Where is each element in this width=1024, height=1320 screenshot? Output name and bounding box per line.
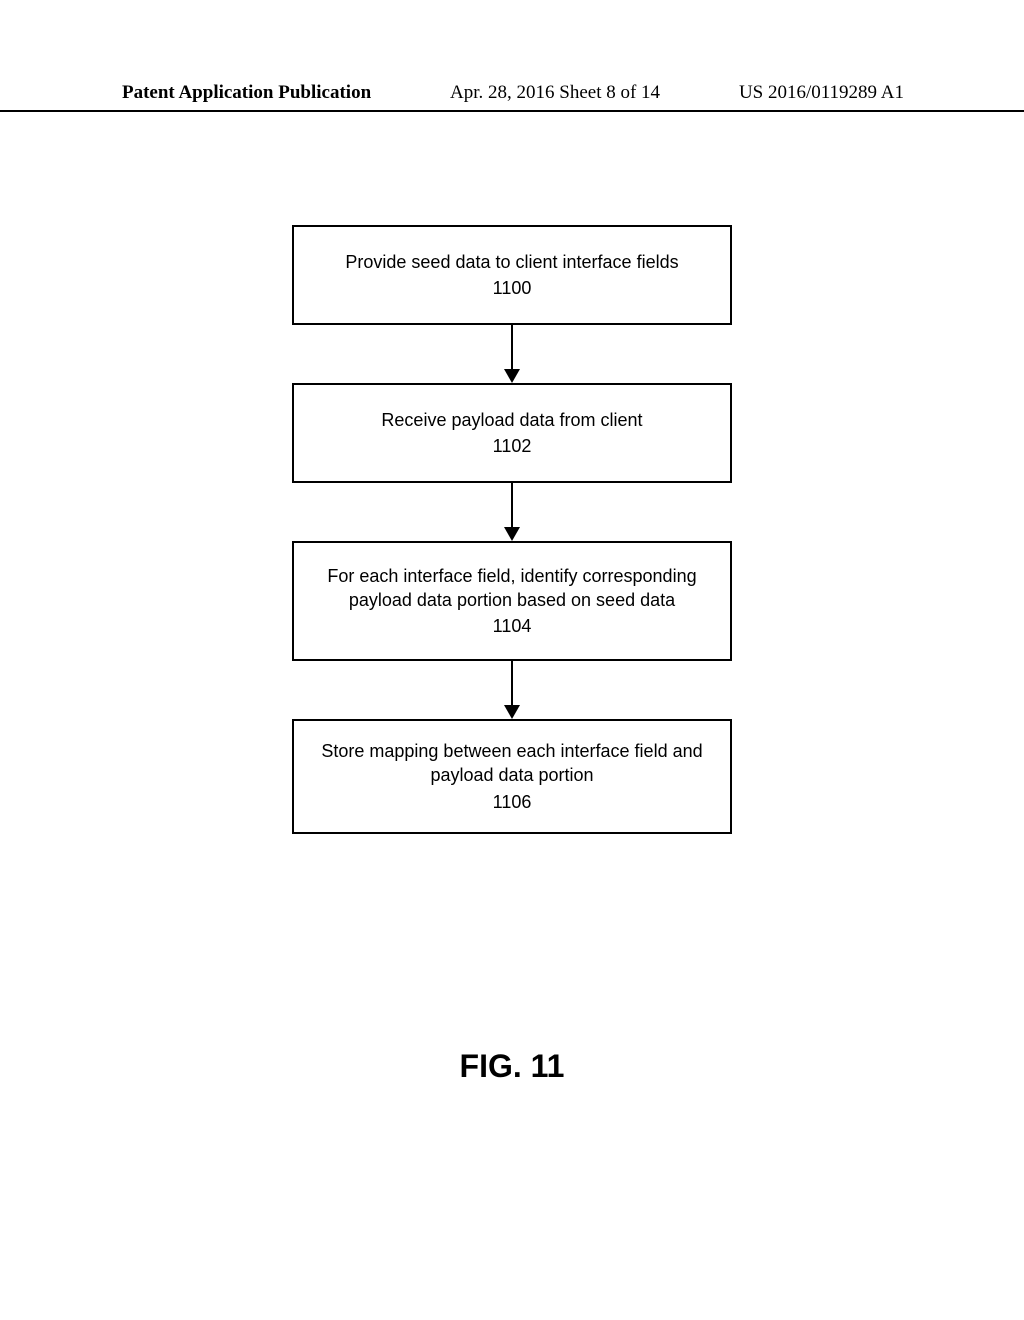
- flow-arrow: [504, 661, 520, 719]
- flow-box-ref: 1104: [312, 614, 712, 638]
- flow-box-ref: 1100: [312, 276, 712, 300]
- arrow-head-icon: [504, 705, 520, 719]
- flowchart: Provide seed data to client interface fi…: [290, 225, 734, 834]
- figure-label: FIG. 11: [460, 1048, 565, 1085]
- flow-box-1106: Store mapping between each interface fie…: [292, 719, 732, 834]
- header-right: US 2016/0119289 A1: [739, 82, 904, 104]
- flow-box-ref: 1102: [312, 434, 712, 458]
- arrow-head-icon: [504, 527, 520, 541]
- arrow-line: [511, 661, 513, 705]
- arrow-line: [511, 483, 513, 527]
- flow-box-ref: 1106: [312, 790, 712, 814]
- arrow-line: [511, 325, 513, 369]
- flow-box-text: Receive payload data from client: [312, 408, 712, 432]
- flow-arrow: [504, 325, 520, 383]
- page-header: Patent Application Publication Apr. 28, …: [0, 82, 1024, 112]
- flow-arrow: [504, 483, 520, 541]
- page: Patent Application Publication Apr. 28, …: [0, 0, 1024, 1320]
- arrow-head-icon: [504, 369, 520, 383]
- flow-box-text: Store mapping between each interface fie…: [312, 739, 712, 788]
- header-center: Apr. 28, 2016 Sheet 8 of 14: [450, 82, 660, 104]
- flow-box-text: Provide seed data to client interface fi…: [312, 250, 712, 274]
- flow-box-1104: For each interface field, identify corre…: [292, 541, 732, 661]
- flow-box-1100: Provide seed data to client interface fi…: [292, 225, 732, 325]
- header-row: Patent Application Publication Apr. 28, …: [0, 82, 1024, 104]
- flow-box-1102: Receive payload data from client 1102: [292, 383, 732, 483]
- header-left: Patent Application Publication: [122, 82, 371, 104]
- flow-box-text: For each interface field, identify corre…: [312, 564, 712, 613]
